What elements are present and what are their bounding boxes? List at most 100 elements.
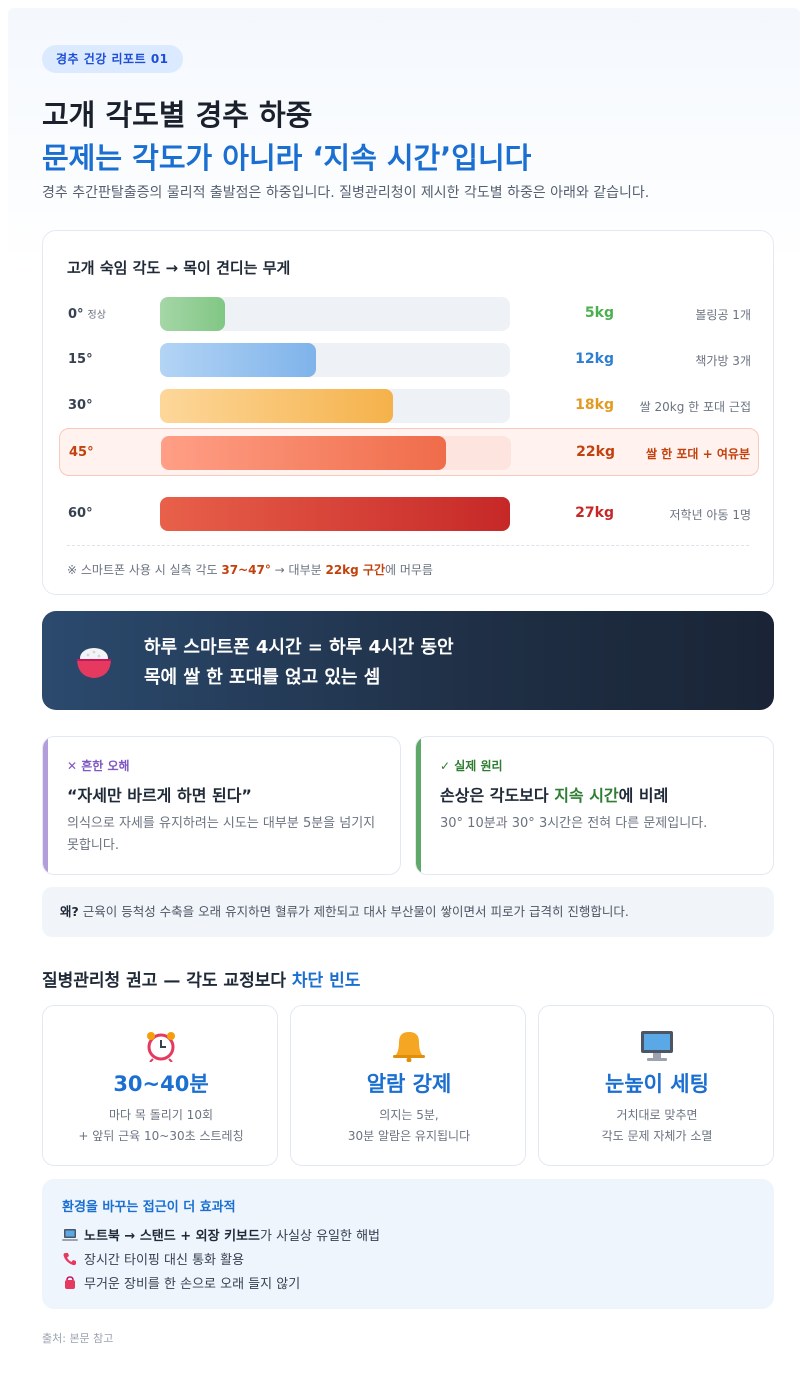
- truth-stripe: [416, 737, 421, 874]
- tile-alarm-sub2: 30분 알람은 유지됩니다: [347, 1129, 471, 1143]
- page: 경추 건강 리포트 01 고개 각도별 경추 하중 문제는 각도가 아니라 ‘지…: [8, 8, 800, 1395]
- row-compare: 쌀 한 포대 + 여유분: [645, 447, 750, 461]
- myth-head: “자세만 바르게 하면 된다”: [67, 786, 252, 805]
- row-bar-track: [160, 297, 510, 331]
- myth-card: ✕ 흔한 오해 “자세만 바르게 하면 된다” 의식으로 자세를 유지하려는 시…: [42, 736, 401, 875]
- row-kg: 22kg: [576, 444, 615, 460]
- row-bar-track: [160, 497, 510, 531]
- row-angle: 60°: [68, 506, 93, 521]
- why-box: 왜? 근육이 등척성 수축을 오래 유지하면 혈류가 제한되고 대사 부산물이 …: [42, 887, 774, 937]
- row-angle-value: 15°: [68, 352, 93, 367]
- row-kg: 5kg: [584, 305, 614, 321]
- row-bar-fill: [160, 297, 225, 331]
- note-kg: 22kg 구간: [325, 563, 385, 577]
- row-bar-track: [161, 436, 511, 470]
- banner-line1: 하루 스마트폰 4시간 = 하루 4시간 동안: [144, 637, 454, 658]
- page-title: 고개 각도별 경추 하중: [42, 98, 313, 132]
- tile-interval-big: 30~40분: [113, 1072, 209, 1096]
- tile-interval-sub1: 마다 목 돌리기 10회: [109, 1108, 213, 1122]
- note-range: 37~47°: [221, 563, 271, 577]
- rice-bowl-icon: [77, 648, 111, 678]
- why-text: 근육이 등척성 수축을 오래 유지하면 혈류가 제한되고 대사 부산물이 쌓이면…: [78, 904, 629, 919]
- row-kg: 18kg: [575, 397, 614, 413]
- row-angle-value: 30°: [68, 398, 93, 413]
- row-bar-fill: [160, 389, 393, 423]
- recommend-title-pre: 질병관리청 권고 — 각도 교정보다: [42, 971, 292, 991]
- divider: [67, 545, 749, 546]
- load-card-title: 고개 숙임 각도 → 목이 견디는 무게: [67, 259, 291, 277]
- row-kg: 27kg: [575, 505, 614, 521]
- bell-icon: [393, 1032, 425, 1062]
- tile-alarm-sub1: 의지는 5분,: [379, 1108, 439, 1122]
- row-compare: 저학년 아동 1명: [669, 508, 751, 522]
- row-compare: 쌀 20kg 한 포대 근접: [639, 400, 751, 414]
- tile-eye-sub2: 각도 문제 자체가 소멸: [601, 1129, 713, 1143]
- row-angle-tag: 정상: [87, 310, 106, 321]
- page-subtitle: 문제는 각도가 아니라 ‘지속 시간’입니다: [42, 141, 532, 175]
- load-row: 30° 18kg 쌀 20kg 한 포대 근접: [59, 387, 759, 425]
- truth-head-em: 지속 시간: [554, 786, 619, 805]
- env-item-laptop: 노트북 → 스탠드 + 외장 키보드가 사실상 유일한 해법: [62, 1225, 380, 1244]
- tile-alarm: 알람 강제 의지는 5분, 30분 알람은 유지됩니다: [290, 1005, 526, 1166]
- load-row: 45° 22kg 쌀 한 포대 + 여유분: [59, 428, 759, 476]
- recommend-title: 질병관리청 권고 — 각도 교정보다 차단 빈도: [42, 966, 360, 991]
- tile-interval-sub2: + 앞뒤 근육 10~30초 스트레칭: [78, 1129, 244, 1143]
- myth-body: 의식으로 자세를 유지하려는 시도는 대부분 5분을 넘기지 못합니다.: [67, 816, 376, 853]
- row-bar-fill: [160, 497, 510, 531]
- truth-label: ✓ 실제 원리: [440, 759, 503, 773]
- tile-interval: 30~40분 마다 목 돌리기 10회 + 앞뒤 근육 10~30초 스트레칭: [42, 1005, 278, 1166]
- phone-icon: [63, 1253, 76, 1266]
- intro-text: 경추 추간판탈출증의 물리적 출발점은 하중입니다. 질병관리청이 제시한 각도…: [42, 185, 650, 201]
- environment-title: 환경을 바꾸는 접근이 더 효과적: [62, 1200, 236, 1215]
- load-row: 60° 27kg 저학년 아동 1명: [59, 495, 759, 533]
- row-bar-track: [160, 389, 510, 423]
- row-angle: 0° 정상: [68, 306, 106, 322]
- alarm-clock-icon: [147, 1032, 175, 1062]
- row-compare: 책가방 3개: [695, 354, 751, 368]
- truth-card: ✓ 실제 원리 손상은 각도보다 지속 시간에 비례 30° 10분과 30° …: [415, 736, 774, 875]
- env-item-phone-text: 장시간 타이핑 대신 통화 활용: [84, 1253, 245, 1268]
- load-row: 15° 12kg 책가방 3개: [59, 341, 759, 379]
- laptop-icon: [62, 1229, 78, 1241]
- load-row: 0° 정상 5kg 볼링공 1개: [59, 295, 759, 333]
- load-note: ※ 스마트폰 사용 시 실측 각도 37~47° → 대부분 22kg 구간에 …: [67, 561, 433, 578]
- env-item-laptop-text: 가 사실상 유일한 해법: [259, 1229, 381, 1244]
- load-card: 고개 숙임 각도 → 목이 견디는 무게 0° 정상 5kg 볼링공 1개 15° 12k…: [42, 230, 774, 595]
- row-angle: 30°: [68, 398, 93, 413]
- report-badge: 경추 건강 리포트 01: [42, 45, 183, 73]
- env-item-bag-text: 무거운 장비를 한 손으로 오래 들지 않기: [84, 1277, 301, 1292]
- env-item-bag: 무거운 장비를 한 손으로 오래 들지 않기: [62, 1273, 300, 1292]
- truth-head-post: 에 비례: [618, 786, 669, 805]
- truth-body: 30° 10분과 30° 3시간은 전혀 다른 문제입니다.: [440, 816, 708, 831]
- row-bar-track: [160, 343, 510, 377]
- truth-head-pre: 손상은 각도보다: [440, 786, 555, 805]
- myth-stripe: [43, 737, 48, 874]
- row-bar-fill: [161, 436, 446, 470]
- row-compare: 볼링공 1개: [695, 308, 751, 322]
- env-item-phone: 장시간 타이핑 대신 통화 활용: [62, 1249, 244, 1268]
- summary-banner: 하루 스마트폰 4시간 = 하루 4시간 동안 목에 쌀 한 포대를 얹고 있는…: [42, 611, 774, 710]
- why-label: 왜?: [60, 904, 79, 919]
- row-angle: 15°: [68, 352, 93, 367]
- row-angle-value: 60°: [68, 506, 93, 521]
- bag-icon: [65, 1276, 75, 1289]
- note-mid: → 대부분: [270, 563, 326, 577]
- monitor-icon: [641, 1031, 673, 1061]
- tile-eye-sub1: 거치대로 맞추면: [616, 1108, 698, 1122]
- myth-label: ✕ 흔한 오해: [67, 759, 130, 773]
- note-prefix: ※ 스마트폰 사용 시 실측 각도: [67, 563, 222, 577]
- row-kg: 12kg: [575, 351, 614, 367]
- environment-box: 환경을 바꾸는 접근이 더 효과적 노트북 → 스탠드 + 외장 키보드가 사실…: [42, 1179, 774, 1309]
- env-item-laptop-bold: 노트북 → 스탠드 + 외장 키보드: [84, 1229, 260, 1244]
- row-bar-fill: [160, 343, 316, 377]
- note-suffix: 에 머무름: [385, 563, 433, 577]
- row-angle-value: 45°: [69, 445, 94, 460]
- truth-head: 손상은 각도보다 지속 시간에 비례: [440, 782, 668, 806]
- recommend-title-em: 차단 빈도: [291, 971, 361, 991]
- row-angle: 45°: [69, 445, 94, 460]
- tile-eye-big: 눈높이 세팅: [605, 1072, 709, 1096]
- tile-alarm-big: 알람 강제: [366, 1072, 452, 1096]
- tile-eye-level: 눈높이 세팅 거치대로 맞추면 각도 문제 자체가 소멸: [538, 1005, 774, 1166]
- source-note: 출처: 본문 참고: [42, 1332, 114, 1345]
- row-angle-value: 0°: [68, 307, 84, 322]
